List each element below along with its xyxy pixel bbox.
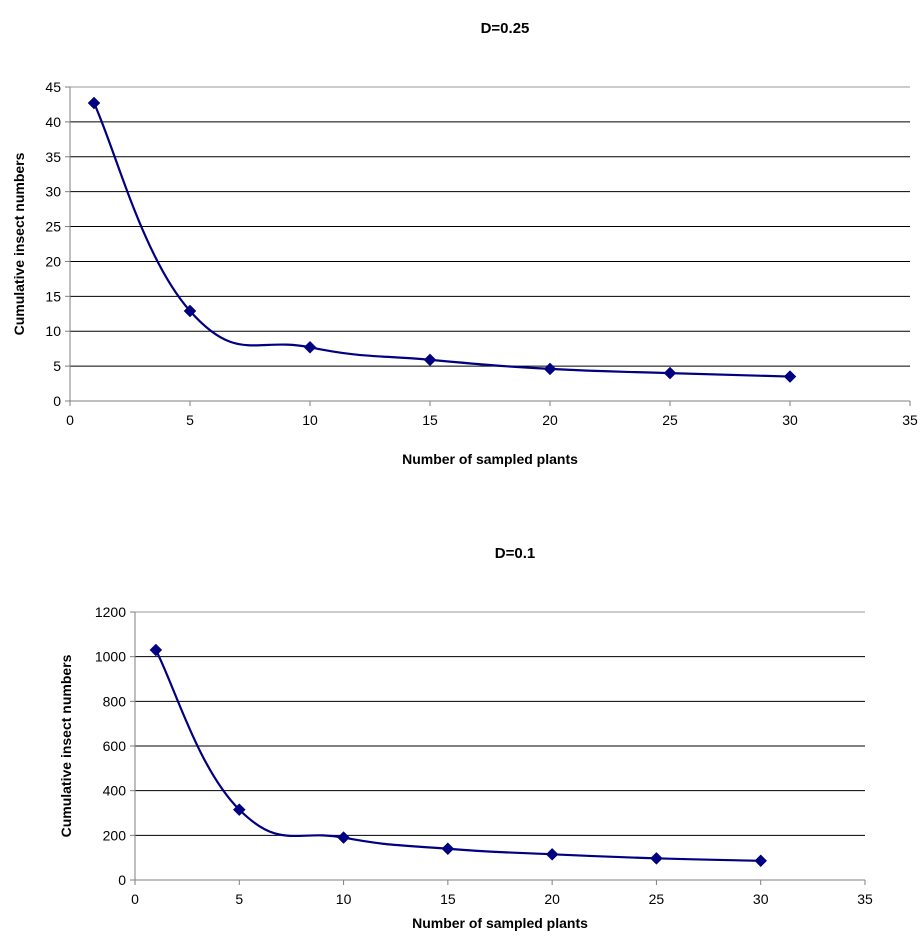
data-point-marker bbox=[441, 842, 455, 856]
y-tick-label: 15 bbox=[45, 288, 61, 304]
data-point-marker bbox=[303, 340, 317, 354]
data-point-marker bbox=[337, 831, 350, 844]
x-axis-label: Number of sampled plants bbox=[412, 915, 588, 931]
x-axis-label: Number of sampled plants bbox=[402, 451, 578, 467]
chart-title: D=0.1 bbox=[495, 545, 535, 562]
chart-title: D=0.25 bbox=[481, 20, 530, 37]
data-point-marker bbox=[232, 803, 246, 817]
series-line bbox=[93, 102, 791, 378]
data-point-marker bbox=[783, 370, 797, 383]
x-tick-label: 35 bbox=[857, 891, 873, 907]
series-line bbox=[154, 649, 761, 862]
y-tick-label: 10 bbox=[45, 323, 61, 339]
y-tick-label: 45 bbox=[45, 79, 61, 95]
x-tick-label: 5 bbox=[235, 891, 243, 907]
y-axis-label: Cumulative insect numbers bbox=[58, 654, 74, 837]
data-point-marker bbox=[543, 362, 557, 376]
y-axis-label: Cumulative insect numbers bbox=[11, 152, 27, 335]
data-point-marker bbox=[423, 353, 437, 367]
y-tick-label: 35 bbox=[45, 149, 61, 165]
x-tick-label: 30 bbox=[753, 891, 769, 907]
chart-d-0-1: 0 200 400 600 800 1000 1200 0 5 10 15 20 25 30 35 D=0.1… bbox=[58, 545, 873, 931]
chart-d-0-25: 0 5 10 15 20 25 30 35 40 45 0 5 10 15 20 25 30 35 D=0.25 Nu… bbox=[11, 20, 918, 467]
x-tick-label: 10 bbox=[336, 891, 352, 907]
x-tick-label: 25 bbox=[662, 412, 678, 428]
x-tick-label: 10 bbox=[302, 412, 318, 428]
y-tick-label: 600 bbox=[103, 738, 127, 754]
y-tick-label: 800 bbox=[103, 693, 127, 709]
x-tick-label: 15 bbox=[422, 412, 438, 428]
x-tick-label: 35 bbox=[902, 412, 918, 428]
y-tick-label: 25 bbox=[45, 219, 61, 235]
y-tick-label: 0 bbox=[118, 872, 126, 888]
data-point-marker bbox=[545, 847, 559, 861]
y-tick-label: 400 bbox=[103, 783, 127, 799]
x-tick-label: 15 bbox=[440, 891, 456, 907]
x-tick-label: 0 bbox=[66, 412, 74, 428]
y-tick-label: 1000 bbox=[95, 649, 126, 665]
data-point-marker bbox=[149, 643, 163, 657]
data-point-marker bbox=[754, 854, 768, 868]
x-tick-label: 20 bbox=[542, 412, 558, 428]
data-point-marker bbox=[650, 851, 663, 865]
y-tick-label: 30 bbox=[45, 184, 61, 200]
data-point-marker bbox=[183, 304, 197, 318]
y-tick-label: 40 bbox=[45, 114, 61, 130]
data-point-marker bbox=[87, 96, 101, 110]
x-tick-label: 0 bbox=[131, 891, 139, 907]
x-tick-label: 5 bbox=[186, 412, 194, 428]
x-tick-label: 20 bbox=[544, 891, 560, 907]
y-tick-label: 5 bbox=[53, 358, 61, 374]
x-tick-label: 25 bbox=[649, 891, 665, 907]
data-point-marker bbox=[663, 366, 677, 380]
y-tick-label: 200 bbox=[103, 827, 127, 843]
x-tick-label: 30 bbox=[782, 412, 798, 428]
y-tick-label: 1200 bbox=[95, 604, 126, 620]
y-tick-label: 20 bbox=[45, 253, 61, 269]
y-tick-label: 0 bbox=[53, 393, 61, 409]
